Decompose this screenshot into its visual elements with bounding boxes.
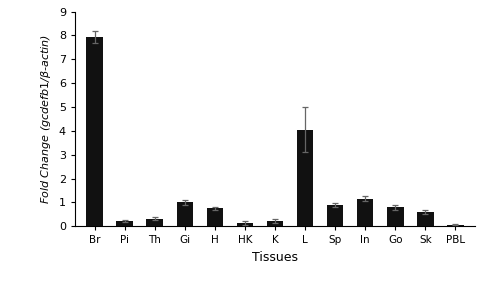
Bar [236,223,253,226]
Bar [387,207,404,226]
Bar [176,202,193,226]
Bar [357,199,374,226]
Bar [447,225,464,226]
X-axis label: Tissues: Tissues [252,251,298,264]
Bar [266,221,283,226]
Bar [327,205,344,226]
Bar [86,37,103,226]
Bar [417,212,434,226]
Bar [297,130,314,226]
Bar [206,208,223,226]
Bar [146,219,163,226]
Bar [116,221,133,226]
Y-axis label: Fold Change ($gcdefb1$/$\beta$-$actin$): Fold Change ($gcdefb1$/$\beta$-$actin$) [40,34,54,204]
